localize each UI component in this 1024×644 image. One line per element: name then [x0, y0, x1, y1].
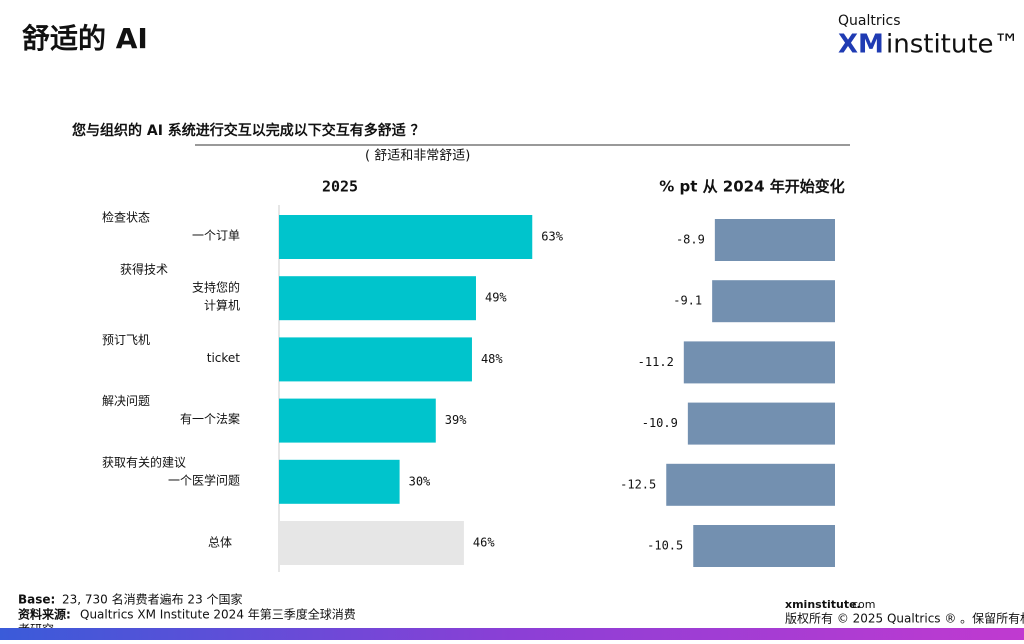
category-label: 支持您的	[192, 280, 240, 295]
logo-rest: institute™	[886, 30, 1020, 60]
value-label: 46%	[473, 536, 495, 550]
bar	[279, 398, 436, 443]
category-label: 一个订单	[192, 229, 240, 243]
category-label: 一个医学问题	[168, 472, 240, 487]
logo-top: Qualtrics	[838, 13, 901, 29]
footer-label: Base:	[18, 593, 55, 607]
footer-text: 23, 730 名消费者遍布 23 个国家	[62, 592, 243, 607]
logo-main: XM	[838, 30, 884, 60]
question: 您与组织的 AI 系统进行交互以完成以下交互有多舒适 ？	[72, 122, 425, 139]
bar	[712, 280, 835, 323]
bar	[279, 459, 400, 504]
category-label: 获得技术	[120, 262, 168, 277]
value-label: 48%	[481, 352, 503, 366]
bar	[279, 521, 464, 565]
category-label: 总体	[208, 536, 232, 550]
bottom-band	[0, 628, 1024, 640]
bar	[714, 219, 835, 261]
value-label: -10.9	[642, 416, 678, 430]
bar	[279, 276, 476, 321]
footer-site: xminstitute.	[785, 598, 861, 611]
value-label: -9.1	[673, 294, 702, 308]
footer-site: com	[852, 598, 876, 611]
footer-label: 资料来源:	[18, 607, 71, 622]
question-note: ( 舒适和非常舒适)	[365, 149, 470, 164]
value-label: 63%	[541, 230, 563, 244]
category-label: 解决问题	[102, 394, 150, 408]
value-label: -8.9	[676, 233, 705, 247]
value-label: -12.5	[620, 477, 656, 491]
value-label: -11.2	[638, 355, 674, 369]
footer-copyright: 版权所有 © 2025 Qualtrics ® 。保留所有权	[785, 612, 1024, 626]
chart-title: 2025	[322, 178, 358, 196]
value-label: -10.5	[647, 539, 683, 553]
category-label: 获取有关的建议	[102, 454, 186, 469]
value-label: 30%	[409, 474, 431, 488]
category-label: ticket	[207, 351, 241, 365]
bar	[279, 215, 533, 259]
bar	[666, 463, 835, 506]
bar	[279, 337, 472, 382]
value-label: 49%	[485, 291, 507, 305]
bar	[683, 341, 835, 384]
bar	[693, 525, 835, 567]
footer-text: Qualtrics XM Institute 2024 年第三季度全球消费	[80, 607, 356, 622]
bar	[687, 402, 835, 445]
chart-title: % pt 从 2024 年开始变化	[659, 178, 845, 196]
category-label: 计算机	[204, 298, 240, 313]
slide-title: 舒适的 AI	[22, 22, 148, 55]
value-label: 39%	[445, 413, 467, 427]
category-label: 检查状态	[102, 210, 150, 225]
category-label: 有一个法案	[180, 411, 240, 426]
category-label: 预订飞机	[102, 333, 150, 347]
